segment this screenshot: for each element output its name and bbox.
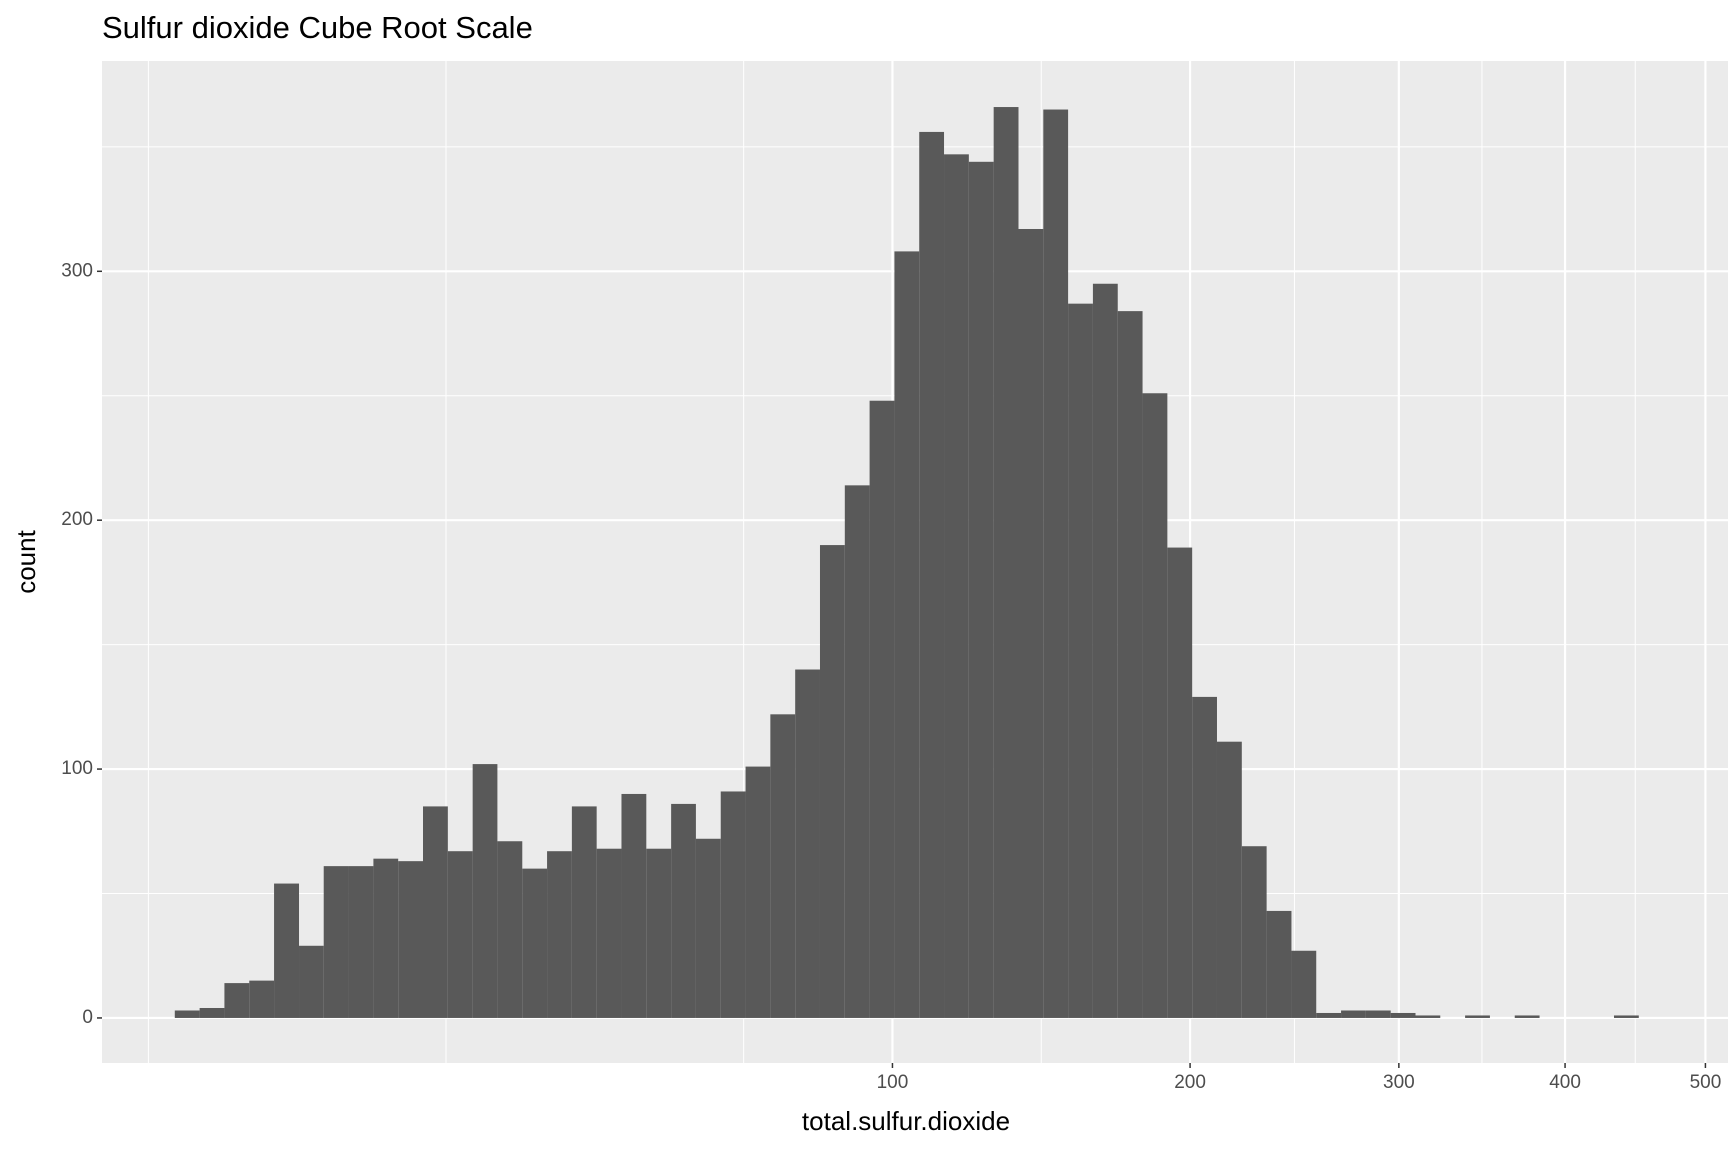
bar (1068, 303, 1093, 1018)
bar (695, 838, 721, 1018)
bar (174, 1010, 200, 1018)
bar (621, 793, 647, 1018)
bar (1241, 846, 1267, 1018)
bar (1341, 1010, 1366, 1018)
bar (1043, 109, 1069, 1018)
bar (472, 764, 498, 1018)
bar (919, 131, 945, 1018)
bar (348, 866, 374, 1018)
bar (968, 161, 994, 1018)
x-axis-label: total.sulfur.dioxide (802, 1106, 1010, 1136)
bar (447, 851, 473, 1018)
bar (671, 803, 696, 1018)
bar (423, 806, 448, 1018)
bar (398, 861, 424, 1018)
x-tick-label: 200 (1174, 1072, 1206, 1093)
bar (894, 251, 920, 1018)
bar (795, 669, 820, 1018)
y-tick-label: 200 (61, 509, 93, 530)
bar (547, 851, 572, 1018)
chart-title: Sulfur dioxide Cube Root Scale (102, 10, 533, 45)
bar (819, 545, 845, 1018)
bar (944, 154, 969, 1018)
bar (1092, 283, 1118, 1018)
y-axis-label: count (11, 529, 41, 593)
bar (1018, 228, 1044, 1018)
bar (1291, 950, 1317, 1018)
bar (1465, 1015, 1490, 1018)
bar (199, 1007, 225, 1018)
bar (224, 983, 250, 1018)
bar (571, 806, 597, 1018)
bar (1192, 696, 1217, 1018)
bar (1117, 311, 1143, 1018)
y-tick-label: 300 (61, 260, 93, 281)
bar (993, 107, 1019, 1018)
bar (373, 858, 399, 1018)
y-tick-label: 100 (61, 758, 93, 779)
bar (646, 848, 672, 1018)
bar (274, 883, 300, 1018)
bar (1613, 1015, 1639, 1018)
bar (1266, 910, 1292, 1018)
bar (1514, 1015, 1540, 1018)
bar (869, 400, 895, 1018)
bar (299, 945, 324, 1018)
bar (1316, 1012, 1342, 1018)
x-tick-label: 500 (1690, 1072, 1722, 1093)
bar (745, 766, 771, 1018)
bar (323, 866, 349, 1018)
bar (1142, 393, 1168, 1018)
x-tick-label: 300 (1383, 1072, 1415, 1093)
bar (1167, 547, 1193, 1018)
bar (497, 841, 523, 1018)
bar (1415, 1015, 1441, 1018)
bar (720, 791, 746, 1018)
bar (1390, 1012, 1416, 1018)
bar (596, 848, 622, 1018)
bar (249, 980, 275, 1018)
bar (770, 714, 796, 1018)
bar (1216, 741, 1242, 1018)
x-tick-label: 400 (1549, 1072, 1581, 1093)
bar (1365, 1010, 1391, 1018)
x-tick-label: 100 (877, 1072, 909, 1093)
y-tick-label: 0 (82, 1007, 93, 1028)
bar (522, 868, 548, 1018)
bar (844, 485, 870, 1018)
